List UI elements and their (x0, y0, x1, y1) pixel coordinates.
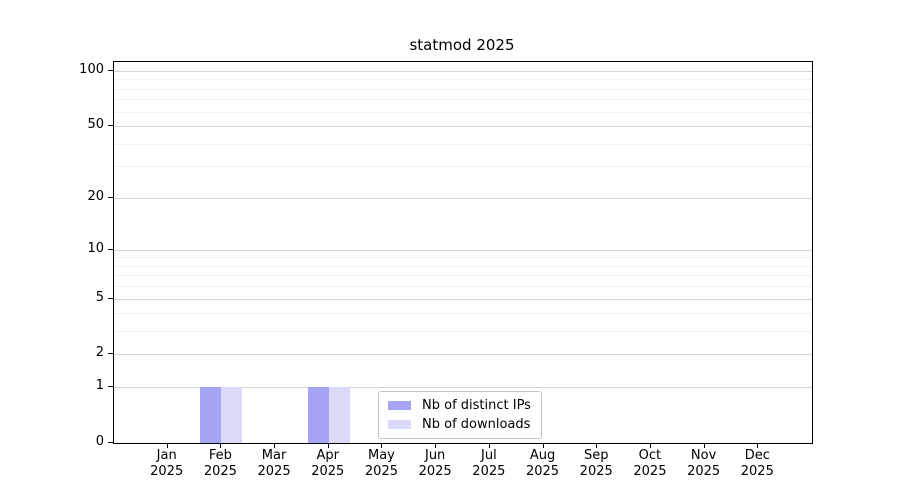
x-tick-month: Jul (481, 448, 497, 463)
x-tick-label-jun-2025: Jun 2025 (407, 448, 463, 480)
legend-item-nb-of-distinct-ips: Nb of distinct IPs (388, 398, 531, 413)
y-tick-label: 20 (87, 188, 104, 204)
chart-title: statmod 2025 (409, 36, 515, 54)
gridline-minor (114, 331, 812, 333)
x-tick-year: 2025 (740, 464, 774, 479)
bar-nb-of-downloads-apr-2025 (328, 387, 350, 443)
x-tick-month: Nov (690, 448, 717, 463)
legend-item-nb-of-downloads: Nb of downloads (388, 417, 531, 432)
legend-label: Nb of downloads (422, 417, 531, 432)
x-tick-year: 2025 (150, 464, 184, 479)
legend-swatch-ips (388, 401, 411, 410)
gridline-major (114, 249, 812, 251)
x-tick-label-aug-2025: Aug 2025 (515, 448, 571, 480)
x-tick-month: Dec (744, 448, 770, 463)
x-tick-year: 2025 (525, 464, 560, 479)
y-tick-label: 2 (95, 345, 104, 361)
gridline-minor (114, 275, 812, 277)
x-tick-year: 2025 (472, 464, 506, 479)
x-tick-year: 2025 (418, 464, 452, 479)
x-tick-month: Jun (424, 448, 446, 463)
x-tick-year: 2025 (633, 464, 667, 479)
plot-area (113, 61, 813, 444)
gridline-minor (114, 99, 812, 101)
x-tick-label-may-2025: May 2025 (353, 448, 409, 480)
x-tick-month: Oct (638, 448, 662, 463)
gridline-minor (114, 79, 812, 81)
legend-label: Nb of distinct IPs (422, 398, 531, 413)
bar-nb-of-distinct-ips-feb-2025 (200, 387, 222, 443)
bar-nb-of-distinct-ips-apr-2025 (307, 387, 329, 443)
x-tick-year: 2025 (311, 464, 345, 479)
x-tick-label-jul-2025: Jul 2025 (461, 448, 517, 480)
y-tick-label: 1 (95, 378, 104, 394)
gridline-minor (114, 257, 812, 259)
x-tick-month: May (368, 448, 395, 463)
x-tick-label-mar-2025: Mar 2025 (246, 448, 302, 480)
x-tick-year: 2025 (257, 464, 291, 479)
x-tick-year: 2025 (687, 464, 721, 479)
x-tick-month: Feb (208, 448, 232, 463)
gridline-major (114, 197, 812, 199)
legend: Nb of distinct IPs Nb of downloads (378, 391, 542, 439)
y-tick-label: 100 (79, 62, 104, 78)
x-tick-label-apr-2025: Apr 2025 (300, 448, 356, 480)
x-tick-label-nov-2025: Nov 2025 (676, 448, 732, 480)
gridline-minor (114, 313, 812, 315)
gridline-major (114, 354, 812, 356)
x-tick-month: Jan (156, 448, 177, 463)
y-tick-label: 5 (95, 289, 104, 305)
gridline-minor (114, 111, 812, 113)
bar-nb-of-downloads-feb-2025 (221, 387, 243, 443)
gridline-minor (114, 88, 812, 90)
y-tick-label: 0 (95, 434, 104, 449)
x-tick-label-sep-2025: Sep 2025 (568, 448, 624, 480)
x-tick-label-jan-2025: Jan 2025 (139, 448, 195, 480)
x-tick-month: Apr (316, 448, 340, 463)
gridline-minor (114, 265, 812, 267)
x-tick-label-dec-2025: Dec 2025 (729, 448, 785, 480)
x-tick-label-oct-2025: Oct 2025 (622, 448, 678, 480)
gridline-minor (114, 286, 812, 288)
gridline-minor (114, 143, 812, 145)
x-tick-year: 2025 (364, 464, 398, 479)
x-tick-year: 2025 (579, 464, 613, 479)
gridline-major (114, 71, 812, 73)
gridline-major (114, 126, 812, 128)
y-tick-label: 50 (87, 117, 104, 133)
y-tick-label: 10 (87, 240, 104, 256)
gridline-major (114, 387, 812, 389)
gridline-major (114, 298, 812, 300)
legend-swatch-downloads (388, 420, 411, 429)
x-tick-month: Aug (529, 448, 556, 463)
x-tick-month: Mar (261, 448, 287, 463)
x-tick-year: 2025 (203, 464, 237, 479)
x-tick-label-feb-2025: Feb 2025 (192, 448, 248, 480)
x-tick-month: Sep (583, 448, 609, 463)
gridline-minor (114, 166, 812, 168)
